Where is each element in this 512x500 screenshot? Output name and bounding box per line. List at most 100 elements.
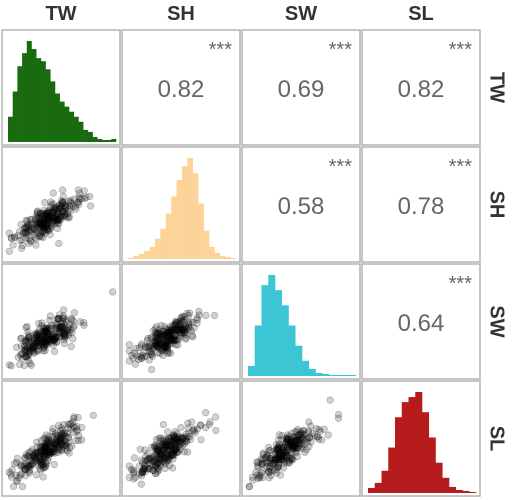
scatter-point — [37, 220, 46, 228]
scatter-point — [39, 333, 47, 341]
scatter-point — [142, 352, 150, 360]
scatter-point — [56, 329, 64, 337]
scatter-point — [40, 342, 48, 350]
scatter-point — [28, 228, 36, 236]
scatter-point — [32, 334, 40, 342]
scatter-point — [156, 461, 164, 469]
scatter-point — [269, 456, 277, 464]
scatter-point — [34, 335, 43, 343]
scatter-point — [155, 326, 163, 334]
scatter-point — [20, 362, 29, 370]
scatter-point — [138, 340, 146, 348]
scatter-point — [159, 344, 167, 352]
scatter-point — [50, 335, 58, 343]
scatter-point — [270, 466, 278, 475]
scatter-point — [305, 427, 313, 435]
scatter-point — [32, 217, 40, 225]
scatter-point — [179, 325, 187, 334]
scatter-point — [53, 204, 61, 213]
scatter-point — [172, 433, 180, 441]
scatter-point — [46, 203, 55, 211]
scatter-point — [49, 209, 57, 217]
panel-sl-sw — [241, 380, 361, 497]
scatter-point — [174, 448, 182, 456]
scatter-point — [25, 221, 33, 229]
scatter-point — [129, 466, 137, 474]
scatter-point — [176, 319, 184, 327]
significance-stars: *** — [449, 156, 473, 178]
scatter-point — [306, 434, 314, 442]
scatter-point — [267, 455, 275, 463]
scatter-point — [289, 442, 297, 450]
scatter-point — [72, 205, 80, 213]
scatter-point — [178, 438, 186, 447]
scatter-point — [275, 440, 283, 448]
scatter-point — [57, 434, 65, 442]
scatter-point — [127, 466, 135, 474]
scatter-point — [289, 442, 298, 450]
scatter-point — [25, 331, 33, 339]
scatter-point — [21, 472, 30, 480]
scatter-point — [145, 348, 154, 356]
scatter-point — [58, 446, 66, 454]
scatter-point — [7, 473, 16, 481]
scatter-point — [160, 443, 168, 451]
scatter-point — [289, 445, 297, 453]
scatter-point — [59, 209, 67, 217]
scatter-point — [176, 324, 184, 333]
scatter-point — [296, 436, 305, 444]
scatter-point — [25, 334, 33, 342]
scatter-point — [10, 483, 18, 491]
scatter-point — [278, 443, 287, 451]
scatter-point — [132, 344, 140, 352]
scatter-point — [60, 340, 69, 348]
scatter-point — [263, 462, 271, 471]
scatter-point — [156, 332, 164, 340]
scatter-point — [26, 347, 34, 355]
histogram-bar-tw — [31, 49, 37, 142]
scatter-point — [146, 343, 154, 351]
scatter-point — [157, 451, 165, 459]
scatter-point — [35, 211, 43, 219]
scatter-point — [53, 216, 61, 224]
scatter-point — [154, 339, 162, 347]
panel-sl-tw — [1, 380, 121, 497]
scatter-point — [43, 436, 51, 444]
scatter-point — [161, 454, 169, 462]
scatter-point — [51, 449, 59, 457]
scatter-point — [26, 337, 34, 345]
scatter-point — [274, 453, 282, 461]
scatter-point — [62, 442, 70, 450]
scatter-point — [254, 463, 262, 471]
scatter-point — [168, 321, 176, 329]
scatter-point — [276, 453, 284, 461]
scatter-point — [23, 225, 31, 233]
scatter-point — [290, 443, 298, 451]
scatter-point — [299, 427, 307, 435]
scatter-point — [57, 434, 65, 442]
scatter-point — [39, 223, 47, 231]
scatter-point — [51, 204, 60, 212]
scatter-point — [161, 464, 169, 473]
scatter-point — [16, 227, 24, 236]
scatter-point — [166, 323, 175, 331]
scatter-point — [56, 323, 65, 331]
scatter-point — [50, 334, 58, 342]
scatter-point — [45, 207, 53, 215]
scatter-point — [68, 315, 76, 323]
scatter-point — [162, 441, 171, 449]
scatter-point — [293, 436, 302, 444]
scatter-point — [157, 454, 165, 462]
scatter-point — [172, 326, 180, 334]
scatter-point — [30, 334, 39, 342]
scatter-point — [161, 340, 169, 348]
scatter-point — [55, 324, 64, 332]
scatter-point — [157, 437, 165, 445]
scatter-point — [33, 333, 42, 341]
scatter-point — [294, 425, 302, 434]
scatter-point — [23, 322, 31, 331]
scatter-point — [170, 331, 178, 339]
correlation-value: 0.82 — [158, 76, 205, 103]
scatter-point — [45, 432, 53, 440]
scatter-point — [278, 432, 286, 440]
